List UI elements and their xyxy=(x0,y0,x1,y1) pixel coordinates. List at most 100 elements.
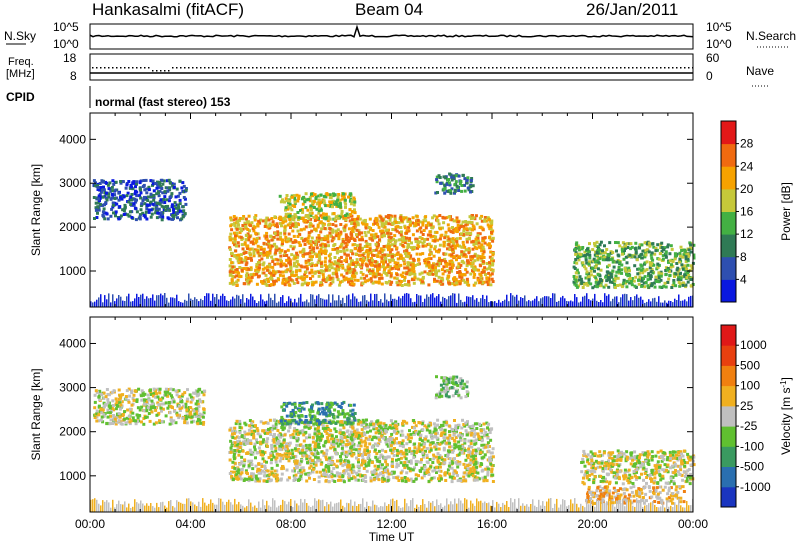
range-cell xyxy=(461,173,465,177)
range-cell xyxy=(431,268,435,272)
range-cell xyxy=(266,251,270,255)
range-cell xyxy=(314,227,318,231)
range-cell xyxy=(446,223,450,227)
range-cell xyxy=(251,475,255,479)
range-cell xyxy=(451,230,455,234)
range-cell xyxy=(263,225,267,228)
range-cell xyxy=(462,253,466,257)
range-cell xyxy=(399,215,403,219)
range-cell xyxy=(637,246,641,250)
range-cell xyxy=(244,440,248,444)
nave-dot xyxy=(616,67,618,69)
nave-dot xyxy=(560,67,562,69)
ground-scatter-cell xyxy=(602,302,604,307)
range-cell xyxy=(411,271,415,275)
range-cell xyxy=(108,422,112,426)
range-cell xyxy=(338,203,342,207)
range-cell xyxy=(321,249,325,253)
range-cell xyxy=(689,264,693,268)
range-cell xyxy=(664,273,668,277)
range-cell xyxy=(448,183,452,187)
range-cell xyxy=(247,214,251,218)
range-cell xyxy=(270,283,274,287)
range-cell xyxy=(338,428,342,432)
range-cell xyxy=(332,212,336,215)
range-cell xyxy=(595,285,599,289)
range-cell xyxy=(175,187,179,191)
range-cell xyxy=(657,276,661,280)
range-cell xyxy=(490,258,493,262)
range-cell xyxy=(471,247,475,251)
range-cell xyxy=(375,246,379,250)
range-cell xyxy=(489,237,493,241)
range-cell xyxy=(386,265,390,269)
ground-scatter-cell xyxy=(682,300,684,307)
range-cell xyxy=(243,259,247,263)
range-cell xyxy=(418,272,422,276)
range-cell xyxy=(179,398,183,401)
range-cell xyxy=(389,214,393,218)
range-cell xyxy=(124,421,128,425)
range-cell xyxy=(430,271,434,274)
range-cell xyxy=(453,244,457,248)
range-cell xyxy=(640,284,644,288)
range-cell xyxy=(647,250,651,254)
range-cell xyxy=(288,199,292,203)
ground-scatter-cell xyxy=(526,301,528,307)
ground-scatter-cell xyxy=(386,299,388,307)
ground-scatter-cell xyxy=(628,300,630,307)
range-cell xyxy=(643,261,647,265)
range-cell xyxy=(442,243,446,247)
range-cell xyxy=(591,286,595,290)
range-cell xyxy=(454,180,458,184)
ground-scatter-cell xyxy=(562,295,564,307)
range-cell xyxy=(182,196,186,199)
range-cell xyxy=(421,223,425,227)
range-cell xyxy=(132,398,136,402)
range-cell xyxy=(176,194,180,198)
range-cell xyxy=(229,224,233,228)
nave-dot xyxy=(532,67,534,69)
range-cell xyxy=(577,278,581,282)
nave-dot xyxy=(116,67,118,69)
range-cell xyxy=(144,210,148,214)
range-cell xyxy=(291,229,295,233)
range-cell xyxy=(432,254,436,258)
range-cell xyxy=(177,395,181,399)
ground-scatter-cell xyxy=(540,298,542,307)
range-cell xyxy=(450,266,454,269)
ground-scatter-cell xyxy=(668,300,670,307)
nave-dot xyxy=(228,67,230,69)
range-cell xyxy=(285,237,289,241)
range-cell xyxy=(241,247,245,251)
range-cell xyxy=(680,263,684,267)
range-cell xyxy=(156,395,160,399)
range-cell xyxy=(350,262,354,266)
ground-scatter-cell xyxy=(250,293,252,307)
range-cell xyxy=(458,182,462,186)
range-cell xyxy=(649,270,653,274)
range-cell xyxy=(247,428,251,432)
range-cell xyxy=(249,224,253,227)
range-cell xyxy=(634,249,638,253)
range-cell xyxy=(442,221,446,225)
range-cell xyxy=(333,427,337,431)
range-cell xyxy=(446,247,449,251)
range-cell xyxy=(358,249,362,253)
range-cell xyxy=(236,220,240,224)
range-cell xyxy=(287,261,291,265)
range-cell xyxy=(628,273,632,277)
radar-title: Hankasalmi (fitACF) xyxy=(92,0,244,19)
range-cell xyxy=(148,389,152,393)
range-cell xyxy=(326,219,330,223)
ground-scatter-cell xyxy=(624,293,626,307)
range-cell xyxy=(486,216,490,220)
range-cell xyxy=(588,256,592,260)
range-cell xyxy=(119,180,123,183)
range-cell xyxy=(327,216,331,220)
range-cell xyxy=(620,252,624,256)
range-cell xyxy=(406,217,410,221)
range-cell xyxy=(94,389,98,393)
range-cell xyxy=(403,278,406,282)
range-cell xyxy=(574,252,578,256)
